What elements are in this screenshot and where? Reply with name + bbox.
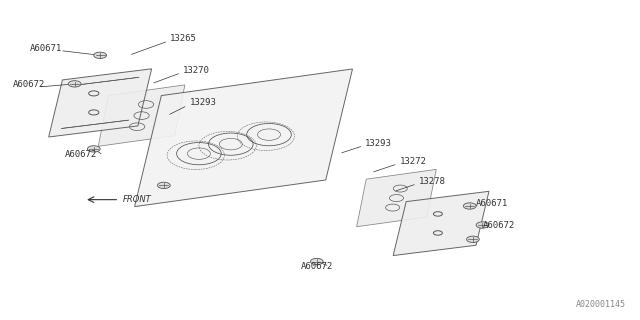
- Polygon shape: [393, 191, 489, 256]
- Text: 13270: 13270: [183, 66, 210, 75]
- Text: 13272: 13272: [399, 157, 426, 166]
- Text: A60672: A60672: [65, 150, 97, 159]
- Text: A60672: A60672: [13, 80, 45, 89]
- Text: A60671: A60671: [476, 199, 508, 208]
- Text: 13265: 13265: [170, 34, 197, 43]
- Text: 13293: 13293: [365, 139, 392, 148]
- Text: A60672: A60672: [483, 221, 515, 230]
- Circle shape: [310, 258, 323, 265]
- Circle shape: [68, 81, 81, 87]
- Circle shape: [157, 182, 170, 188]
- Text: A60672: A60672: [301, 262, 333, 271]
- Circle shape: [476, 222, 489, 228]
- Polygon shape: [49, 69, 152, 137]
- Text: A020001145: A020001145: [576, 300, 626, 309]
- Polygon shape: [99, 85, 185, 146]
- Circle shape: [467, 236, 479, 243]
- Text: 13293: 13293: [189, 99, 216, 108]
- Polygon shape: [134, 69, 353, 207]
- Text: FRONT: FRONT: [122, 195, 151, 204]
- Text: A60671: A60671: [30, 44, 62, 52]
- Circle shape: [463, 203, 476, 209]
- Circle shape: [94, 52, 106, 59]
- Circle shape: [88, 146, 100, 152]
- Polygon shape: [356, 169, 436, 227]
- Text: 13278: 13278: [419, 177, 445, 186]
